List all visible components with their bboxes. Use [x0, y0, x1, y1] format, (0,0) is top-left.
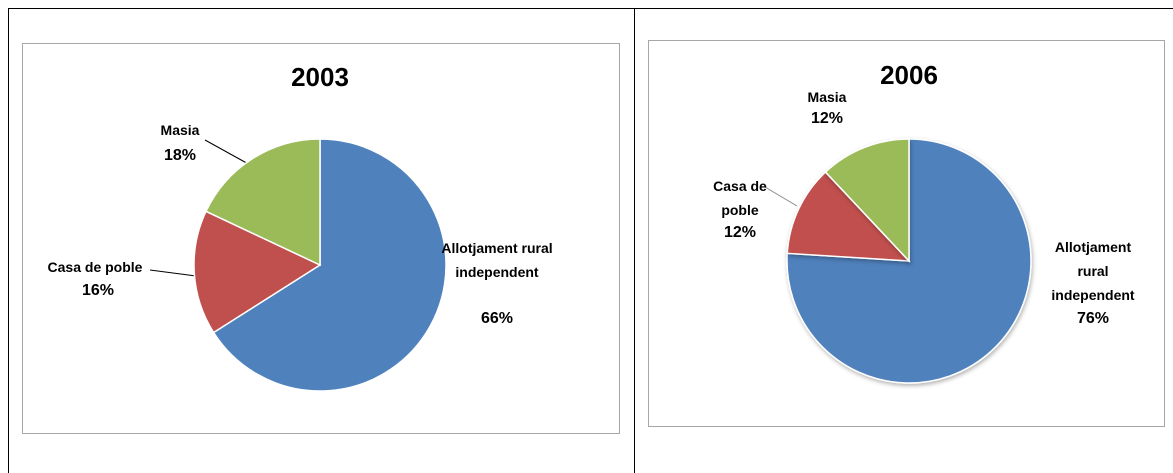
table-cell	[634, 8, 1173, 473]
slice-label: Allotjament rural independent	[441, 240, 553, 280]
pie-slice	[824, 138, 910, 263]
leader-line	[149, 269, 197, 277]
slice-label: Masia	[807, 89, 847, 105]
value-label: 12%	[723, 224, 757, 241]
pie-slice	[204, 138, 321, 267]
slice-label: Casa de poble	[713, 178, 767, 218]
leader-line	[204, 139, 253, 167]
pie-slice	[193, 210, 322, 334]
value-label: 18%	[163, 147, 197, 164]
chart-title: 2006	[880, 60, 938, 90]
slice-label: Casa de poble	[47, 259, 143, 275]
table-cell	[8, 8, 635, 473]
value-label: 12%	[810, 110, 844, 127]
pie-slice	[212, 138, 447, 392]
value-label: 66%	[480, 310, 514, 327]
slice-label: Masia	[160, 122, 200, 138]
leader-line	[764, 186, 798, 207]
pie-slice	[786, 171, 911, 262]
value-label: 16%	[81, 282, 115, 299]
slice-label: Allotjament rural independent	[1051, 239, 1135, 303]
chart-title: 2003	[291, 62, 349, 92]
value-label: 76%	[1076, 310, 1110, 327]
